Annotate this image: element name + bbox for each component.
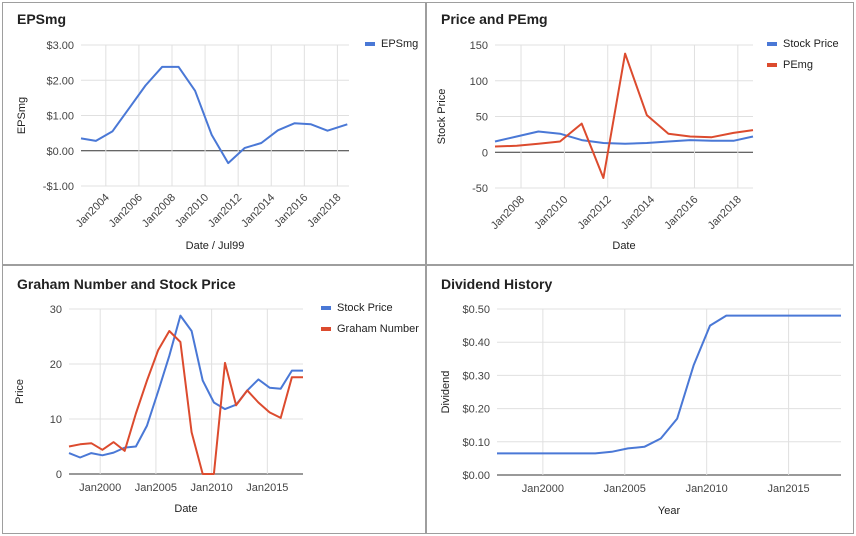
y-tick-label: 150 — [470, 40, 488, 52]
chart-price-and-pemg: Price and PEmg -50 0 50 100 150 Jan2008 Jan2010… — [436, 11, 839, 252]
chart-title: Graham Number and Stock Price — [17, 276, 236, 292]
x-tick-label: Jan2014 — [619, 194, 657, 232]
x-tick-label: Jan2012 — [206, 192, 244, 230]
y-tick-label: -$1.00 — [43, 181, 74, 193]
chart-title: Dividend History — [441, 276, 552, 292]
chart-graham-number: Graham Number and Stock Price 0 10 20 30 Jan2… — [14, 276, 419, 515]
x-tick-label: Jan2018 — [706, 194, 744, 232]
y-axis-label: Stock Price — [436, 89, 448, 145]
x-tick-label: Jan2008 — [489, 194, 527, 232]
y-tick-label: $0.20 — [462, 404, 490, 416]
y-tick-label: 100 — [470, 76, 488, 88]
x-axis-label: Date — [174, 503, 197, 515]
series-line-0 — [494, 130, 754, 145]
chart-panel-epsmg: EPSmg -$1.00 $0.00 $1.00 $2.00 $3.00 Jan2004 Ja… — [2, 2, 426, 265]
series-line-0 — [68, 314, 303, 459]
y-tick-label: 50 — [476, 112, 488, 124]
x-tick-label: Jan2016 — [662, 194, 700, 232]
legend-swatch — [321, 306, 331, 310]
x-axis-label: Year — [658, 505, 681, 517]
x-tick-label: Jan2000 — [522, 483, 564, 495]
y-tick-label: -50 — [472, 183, 488, 195]
y-tick-label: $0.00 — [46, 146, 74, 158]
x-tick-label: Jan2005 — [135, 482, 177, 494]
y-axis-label: Price — [14, 379, 26, 404]
x-tick-label: Jan2015 — [246, 482, 288, 494]
x-tick-label: Jan2000 — [79, 482, 121, 494]
y-tick-label: $0.30 — [462, 370, 490, 382]
x-tick-label: Jan2015 — [767, 483, 809, 495]
chart-epsmg: EPSmg-$1.00$0.00$1.00$2.00$3.00Jan2004Ja… — [16, 11, 418, 252]
legend-label: PEmg — [783, 59, 813, 71]
y-tick-label: $0.00 — [462, 470, 490, 482]
y-tick-label: $2.00 — [46, 75, 74, 87]
x-axis-label: Date — [612, 240, 635, 252]
series-line-1 — [494, 52, 754, 179]
y-tick-label: $0.10 — [462, 437, 490, 449]
legend-swatch — [767, 63, 777, 67]
legend-swatch — [365, 42, 375, 46]
x-tick-label: Jan2010 — [686, 483, 728, 495]
legend-label: Stock Price — [783, 38, 839, 50]
x-tick-label: Jan2012 — [576, 194, 614, 232]
chart-panel-graham-number: Graham Number and Stock Price 0 10 20 30 Jan2… — [2, 265, 426, 534]
y-tick-label: $1.00 — [46, 111, 74, 123]
y-axis-label: Dividend — [440, 371, 452, 414]
chart-panel-dividend-history: Dividend History $0.00 $0.10 $0.20 $0.30 $0.4… — [426, 265, 854, 534]
x-tick-label: Jan2018 — [305, 192, 343, 230]
legend-swatch — [321, 327, 331, 331]
x-tick-label: Jan2010 — [173, 192, 211, 230]
chart-panel-price-and-pemg: Price and PEmg -50 0 50 100 150 Jan2008 Jan2010… — [426, 2, 854, 265]
x-tick-label: Jan2004 — [74, 192, 112, 230]
y-tick-label: 20 — [50, 359, 62, 371]
legend-swatch — [767, 42, 777, 46]
y-tick-label: 10 — [50, 414, 62, 426]
y-tick-label: 0 — [56, 469, 62, 481]
chart-dividend-history: Dividend History $0.00 $0.10 $0.20 $0.30 $0.4… — [440, 276, 841, 517]
x-axis-label: Date / Jul99 — [186, 240, 245, 252]
y-axis-label: EPSmg — [16, 97, 28, 134]
y-tick-label: $3.00 — [46, 40, 74, 52]
chart-title: Price and PEmg — [441, 11, 548, 27]
series-line-0 — [80, 65, 348, 165]
x-tick-label: Jan2005 — [604, 483, 646, 495]
x-tick-label: Jan2010 — [191, 482, 233, 494]
x-tick-label: Jan2006 — [107, 192, 145, 230]
y-tick-label: 0 — [482, 147, 488, 159]
legend-label: EPSmg — [381, 38, 418, 50]
legend-label: Stock Price — [337, 302, 393, 314]
y-tick-label: $0.40 — [462, 337, 490, 349]
x-tick-label: Jan2016 — [272, 192, 310, 230]
x-tick-label: Jan2014 — [239, 192, 277, 230]
y-tick-label: $0.50 — [462, 304, 490, 316]
series-line-1 — [68, 330, 303, 475]
x-tick-label: Jan2010 — [532, 194, 570, 232]
x-tick-label: Jan2008 — [140, 192, 178, 230]
legend-label: Graham Number — [337, 323, 419, 335]
chart-title: EPSmg — [17, 11, 66, 27]
y-tick-label: 30 — [50, 304, 62, 316]
series-line-0 — [497, 314, 841, 455]
